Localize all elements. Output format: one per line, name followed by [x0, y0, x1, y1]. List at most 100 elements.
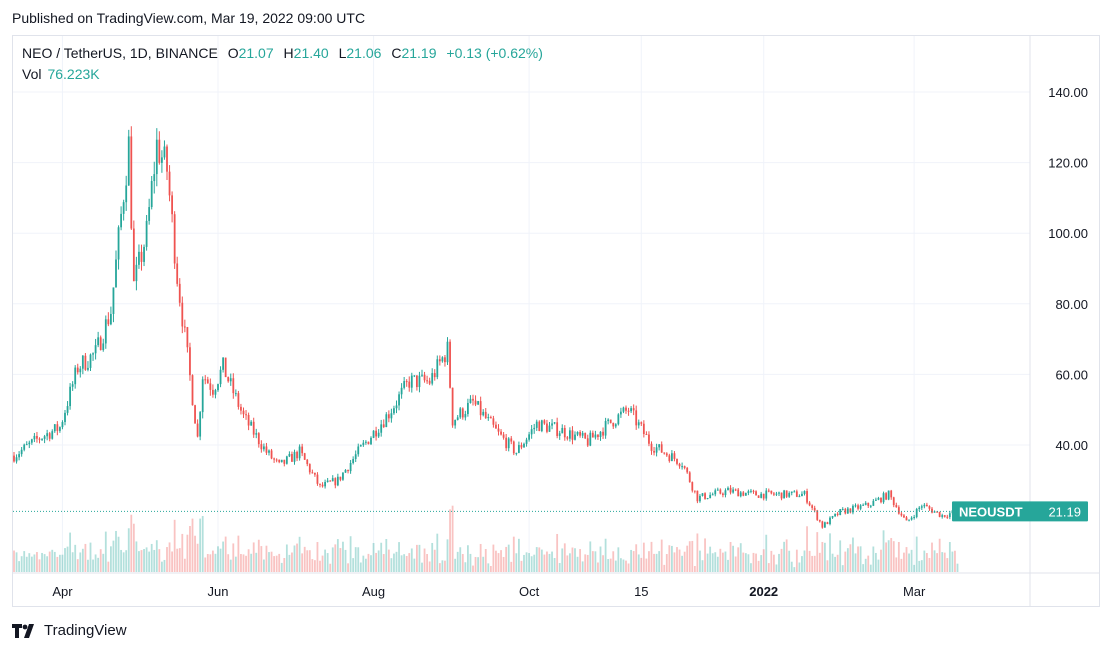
volume-bar [709, 546, 712, 572]
candle-body [765, 490, 768, 499]
volume-bar [48, 551, 51, 572]
candle-body [186, 327, 189, 348]
candle-body [622, 407, 625, 412]
candle-body [367, 441, 370, 445]
candle-body [359, 445, 362, 447]
volume-bar [566, 555, 569, 572]
volume-bar [275, 555, 278, 572]
candle-body [808, 502, 811, 506]
candle-body [729, 487, 732, 493]
volume-bar [905, 547, 908, 572]
volume-bar [803, 550, 806, 572]
volume-bar [892, 541, 895, 572]
volume-bar [359, 562, 362, 572]
volume-label: Vol [22, 66, 42, 82]
candle-body [699, 495, 701, 502]
candle-body [785, 490, 788, 497]
candle-body [265, 446, 268, 453]
candle-body [461, 408, 464, 418]
volume-bar [783, 541, 785, 572]
volume-bar [620, 558, 622, 572]
price-chart[interactable]: 40.00 60.00 80.00 100.00 120.00 140.00 Apr Jun A… [0, 0, 1113, 610]
volume-bar [691, 540, 694, 572]
volume-bar [71, 552, 74, 572]
candle-body [53, 424, 56, 432]
volume-bar [321, 555, 324, 572]
volume-bar [750, 563, 752, 572]
volume-bar [219, 548, 222, 572]
candle-body [936, 511, 938, 513]
volume-bar [933, 550, 936, 572]
volume-bar [903, 552, 905, 572]
candle-body [762, 493, 765, 499]
volume-bar [278, 553, 281, 572]
volume-bar [811, 555, 814, 572]
candle-body [161, 157, 163, 163]
volume-bar [367, 553, 370, 572]
volume-bar [206, 553, 209, 572]
volume-bar [403, 554, 406, 572]
volume-bar [339, 548, 342, 572]
volume-bar [64, 548, 66, 572]
candle-body [387, 414, 390, 419]
candle-body [438, 359, 441, 362]
volume-bar [168, 542, 171, 572]
volume-bar [482, 556, 485, 572]
candle-body [655, 447, 658, 453]
candle-body [770, 490, 773, 494]
candle-body [444, 357, 446, 363]
candle-body [102, 343, 105, 350]
volume-bar [841, 565, 844, 572]
volume-bar [724, 551, 727, 572]
footer-brand[interactable]: TradingView [12, 622, 127, 639]
candle-body [864, 502, 867, 505]
volume-bar [722, 552, 724, 572]
volume-bar [166, 547, 168, 572]
volume-bar [834, 556, 836, 572]
candle-body [209, 383, 212, 390]
candle-body [293, 451, 296, 462]
volume-bar [150, 543, 153, 572]
volume-bar [589, 541, 592, 572]
candle-body [755, 491, 757, 496]
candle-body [242, 410, 245, 415]
candle-body [714, 490, 717, 495]
candle-body [87, 367, 89, 370]
volume-bar [938, 538, 941, 572]
candle-body [574, 434, 576, 440]
candle-body [831, 516, 834, 518]
volume-bar [640, 557, 643, 572]
candle-body [905, 517, 908, 521]
candle-body [515, 452, 518, 454]
volume-bar [734, 556, 737, 572]
candle-body [474, 400, 477, 405]
last-price-tag: NEOUSDT 21.19 [952, 501, 1088, 522]
volume-bar [178, 548, 181, 572]
volume-bar [296, 543, 298, 572]
candle-body [931, 508, 933, 513]
candle-body [459, 408, 462, 418]
volume-bar [446, 539, 449, 572]
candle-body [377, 432, 380, 437]
volume-bar [260, 546, 263, 572]
candle-body [449, 341, 451, 388]
candle-body [890, 490, 893, 498]
candle-body [719, 489, 722, 494]
candle-body [642, 423, 645, 435]
volume-bar [43, 554, 46, 572]
volume-bar [138, 551, 140, 572]
volume-bar [637, 554, 640, 572]
candle-body [903, 515, 905, 518]
low-value: 21.06 [346, 45, 382, 61]
candle-body [122, 202, 125, 214]
candle-body [393, 408, 395, 414]
volume-bar [280, 562, 283, 572]
volume-bar [553, 558, 556, 572]
candle-body [543, 420, 546, 424]
volume-bar [507, 544, 510, 572]
candle-body [915, 509, 918, 518]
volume-bar [658, 551, 661, 572]
volume-bar [352, 558, 355, 572]
volume-bar [663, 564, 666, 572]
volume-bar [535, 547, 538, 572]
